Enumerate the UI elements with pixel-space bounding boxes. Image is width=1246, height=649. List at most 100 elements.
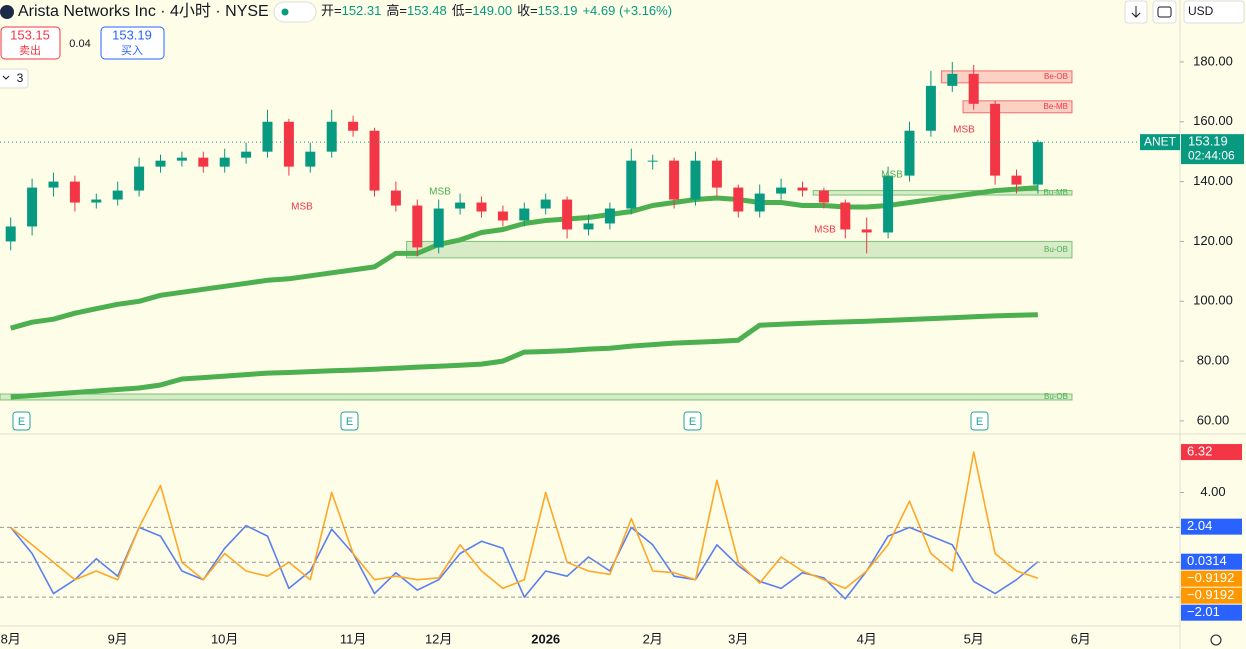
candle-body	[754, 193, 765, 212]
spread: 0.04	[69, 38, 90, 50]
ohlc-value: 153.48	[407, 3, 447, 18]
candle-body	[305, 151, 316, 167]
candle-body	[818, 190, 829, 203]
ohlc: 开=152.31 高=153.48 低=149.00 收=153.19 +4.69 (+…	[321, 3, 672, 18]
value-badge-label: −0.9192	[1187, 570, 1234, 585]
candle-body	[283, 121, 294, 167]
oscillator-line	[10, 451, 1039, 590]
value-badge-label: 0.0314	[1187, 553, 1227, 568]
value-badge	[1181, 518, 1242, 535]
x-tick-label: 5月	[964, 631, 984, 646]
annotation: MSB	[429, 187, 451, 198]
annotation: MSB	[881, 170, 903, 181]
y-tick-label: 180.00	[1193, 53, 1233, 68]
symbol-badge	[1140, 134, 1180, 151]
sell-label: 卖出	[19, 43, 41, 57]
fullscreen-button[interactable]	[1152, 0, 1177, 24]
candle-body	[369, 130, 380, 191]
x-tick-label: 8月	[1, 631, 21, 646]
x-tick-label: 2026	[531, 631, 560, 646]
candle-body	[711, 160, 722, 188]
event[interactable]: E	[970, 411, 989, 431]
sell-button[interactable]: 153.15 卖出	[0, 26, 61, 60]
zone-label: Bu-MB	[1044, 188, 1068, 197]
logo	[0, 5, 14, 19]
candle-body	[348, 121, 359, 131]
zone	[812, 190, 1073, 196]
event[interactable]: E	[683, 411, 702, 431]
x-tick-label: 6月	[1071, 631, 1091, 646]
candle-body	[433, 208, 444, 248]
value-badge	[1181, 587, 1242, 604]
candle-body	[262, 121, 273, 152]
y-tick-label: 140.00	[1193, 173, 1233, 188]
candle-body	[904, 130, 915, 176]
plot: 180.00 160.00 140.00 120.00 100.00 80.00 60.00…	[0, 53, 1244, 646]
candle-body	[990, 103, 1001, 176]
event[interactable]: E	[340, 411, 359, 431]
value-badge-label: −2.01	[1187, 604, 1220, 619]
candle-body	[1032, 142, 1043, 185]
zone-label: Bu-OB	[1044, 245, 1068, 254]
candle-body	[69, 181, 80, 203]
candle-body	[583, 223, 594, 230]
candle-body	[497, 211, 508, 221]
ohlc-label: 收=	[517, 3, 538, 18]
settings[interactable]	[1210, 634, 1222, 646]
sell-price: 153.15	[10, 27, 50, 42]
candle-body	[390, 190, 401, 206]
event[interactable]: E	[12, 411, 31, 431]
candle-body	[604, 208, 615, 224]
candle-body	[27, 187, 38, 227]
status-dot	[281, 8, 289, 16]
zone	[941, 70, 1073, 84]
indicator-count: 3	[17, 71, 24, 85]
buy-button[interactable]: 153.19 买入	[100, 26, 165, 60]
buy-label: 买入	[121, 44, 143, 57]
candle-body	[626, 160, 637, 209]
buy-price: 153.19	[112, 27, 152, 42]
x-tick-label: 11月	[340, 631, 367, 646]
ohlc-value: 149.00	[472, 3, 512, 18]
download-button[interactable]	[1124, 0, 1148, 24]
event-label: E	[346, 416, 353, 428]
currency-button[interactable]: USD	[1183, 0, 1245, 24]
candle-body	[861, 229, 872, 233]
candle-body	[690, 160, 701, 200]
value-badge-label: 2.04	[1187, 518, 1212, 533]
zone	[0, 393, 1073, 401]
event-label: E	[18, 416, 25, 428]
value-badge-label: 6.32	[1187, 443, 1212, 458]
candle-body	[1011, 175, 1022, 185]
candle-body	[840, 202, 851, 230]
candle-body	[155, 160, 166, 167]
annotation: MSB	[814, 225, 836, 236]
candle-body	[112, 190, 123, 200]
ohlc-label: 开=	[321, 3, 342, 18]
countdown: 02:44:06	[1188, 148, 1235, 162]
y-tick-label: 60.00	[1197, 412, 1230, 427]
candle-body	[733, 187, 744, 212]
candle-body	[241, 151, 252, 158]
zone-label: Be-MB	[1044, 102, 1068, 111]
value-badge	[1181, 444, 1242, 461]
candle-body	[476, 202, 487, 212]
status-pill[interactable]	[273, 1, 317, 23]
annotation: MSB	[291, 202, 313, 213]
indicator-toggle[interactable]: 3	[0, 68, 29, 89]
moving-average	[10, 312, 1038, 400]
x-tick-label: 9月	[108, 631, 128, 646]
event-label: E	[976, 416, 983, 428]
candle-body	[925, 85, 936, 131]
candle-body	[647, 160, 658, 162]
zone	[962, 100, 1073, 114]
price-badge	[1181, 134, 1244, 165]
y-tick-label: 120.00	[1193, 233, 1233, 248]
candle-body	[519, 208, 530, 221]
candle-body	[968, 73, 979, 104]
candle-body	[198, 157, 209, 167]
y-tick-label: 4.00	[1200, 484, 1225, 499]
